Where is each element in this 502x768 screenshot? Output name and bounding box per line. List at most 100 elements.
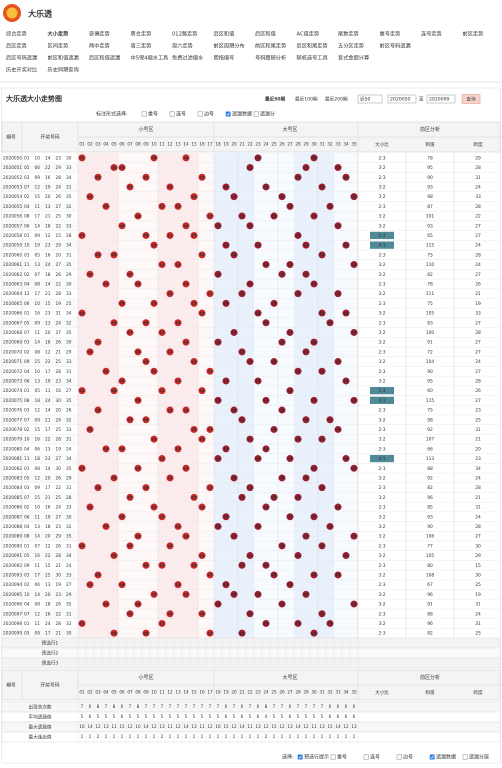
option-label: 遗漏数据: [232, 111, 252, 118]
hit-ball: [294, 435, 302, 443]
draw-number: 18: [35, 398, 41, 404]
checkbox[interactable]: [297, 754, 303, 760]
draw-number: 21: [56, 631, 62, 637]
stats-value: 14: [87, 724, 93, 729]
from-input[interactable]: [387, 94, 417, 104]
hit-ball: [270, 425, 278, 433]
hit-number: 05: [111, 252, 117, 257]
hit-number: 27: [287, 388, 293, 393]
nav-link[interactable]: 前区和尾走势: [255, 42, 286, 50]
draw-number: 09: [24, 359, 30, 365]
draw-number: 29: [66, 349, 72, 355]
stats-value: 12: [231, 724, 237, 729]
nav-link[interactable]: 大小走势: [48, 30, 70, 38]
checkbox[interactable]: [197, 111, 203, 117]
checkbox[interactable]: [225, 111, 231, 117]
nav-link[interactable]: 随机选号工具: [297, 54, 328, 62]
nav-link[interactable]: 两中走势: [89, 42, 110, 50]
issue: 2020054: [3, 194, 22, 200]
nav-link[interactable]: 奇偶走势: [89, 30, 110, 38]
draw-number: 16: [35, 437, 41, 443]
stats-value: 8: [265, 704, 268, 709]
hit-number: 29: [303, 475, 309, 480]
checkbox[interactable]: [396, 754, 402, 760]
hit-number: 04: [103, 368, 109, 373]
nav-link[interactable]: 历史同期查询: [48, 66, 79, 74]
to-input[interactable]: [426, 94, 456, 104]
checkbox[interactable]: [363, 754, 369, 760]
nav-link[interactable]: 综合走势: [6, 30, 27, 38]
nav-link[interactable]: 012路走势: [172, 30, 197, 38]
nav-link[interactable]: 后区号码遗漏: [6, 54, 37, 62]
nav-link[interactable]: 后区和值: [214, 30, 235, 38]
nav-link[interactable]: 前区周期分布: [214, 42, 245, 50]
period-link[interactable]: 最近50期: [265, 96, 286, 103]
nav-link[interactable]: 区间走势: [48, 42, 69, 50]
checkbox[interactable]: [253, 111, 259, 117]
stats-value: 1: [249, 734, 252, 739]
hit-ball: [310, 396, 318, 404]
stats-value: 6: [329, 704, 332, 709]
hit-number: 18: [215, 271, 221, 276]
period-link[interactable]: 最近100期: [295, 96, 318, 103]
stats-value: 5: [201, 714, 204, 719]
hit-ball: [102, 280, 110, 288]
hit-number: 34: [343, 174, 349, 179]
nav-link[interactable]: 前区号码遗漏: [380, 42, 411, 50]
hit-number: 21: [239, 630, 245, 635]
nav-link[interactable]: 历史开奖对比: [6, 66, 37, 74]
checkbox[interactable]: [169, 111, 175, 117]
number-header: 12: [167, 690, 173, 695]
nav-link[interactable]: 周三走势: [131, 42, 152, 50]
draw-number: 26: [66, 408, 72, 414]
draw-number: 18: [45, 602, 51, 608]
checkbox[interactable]: [330, 754, 336, 760]
hit-number: 33: [335, 165, 341, 170]
draw-number: 20: [56, 252, 62, 258]
nav-link[interactable]: 周六走势: [172, 42, 193, 50]
nav-link[interactable]: 尾数走势: [338, 30, 359, 38]
span: 19: [475, 592, 481, 598]
nav-link[interactable]: 后区走势: [6, 42, 27, 50]
issue: 2020075: [3, 398, 22, 404]
nav-link[interactable]: 后区和尾走势: [297, 42, 328, 50]
issue: 2020091: [3, 553, 22, 559]
nav-link[interactable]: 复式金额计算: [338, 54, 369, 62]
analysis-col-header: 和值: [425, 141, 435, 148]
hit-ball: [126, 493, 134, 501]
checkbox[interactable]: [141, 111, 147, 117]
checkbox[interactable]: [462, 754, 468, 760]
nav-link[interactable]: 五分区走势: [338, 42, 364, 50]
nav-link[interactable]: 前区和值遗漏: [48, 54, 79, 62]
nav-link[interactable]: AC值走势: [297, 30, 320, 38]
nav-link[interactable]: 前区走势: [463, 30, 484, 38]
checkbox[interactable]: [429, 754, 435, 760]
draw-number: 27: [56, 262, 62, 268]
nav-link[interactable]: 连号走势: [421, 30, 442, 38]
number-header: 04: [103, 142, 109, 147]
hit-number: 12: [167, 543, 173, 548]
span: 30: [475, 543, 481, 549]
nav-link[interactable]: 后区和值遗漏: [89, 54, 120, 62]
hit-number: 02: [87, 504, 93, 509]
nav-link[interactable]: 中5保4缩水工具: [131, 54, 169, 62]
nav-link[interactable]: 号码跟随分析: [255, 54, 286, 62]
nav-link[interactable]: 质合走势: [131, 30, 152, 38]
stats-label: 最大遗漏值: [29, 724, 52, 731]
number-header: 19: [223, 690, 229, 695]
period-select[interactable]: [357, 94, 383, 104]
hit-number: 25: [271, 572, 277, 577]
nav-link[interactable]: 后区和值: [255, 30, 276, 38]
period-link[interactable]: 最近200期: [325, 96, 348, 103]
nav-link[interactable]: 重号走势: [380, 30, 401, 38]
hit-ball: [142, 629, 150, 637]
hit-number: 20: [231, 533, 237, 538]
query-button[interactable]: [461, 94, 481, 104]
hit-number: 30: [311, 465, 317, 470]
nav-link[interactable]: 免费过滤缩水: [172, 54, 204, 62]
nav-link[interactable]: 胆拖缩号: [214, 54, 235, 62]
draw-number: 05: [24, 631, 30, 637]
option-label: 重号: [148, 111, 158, 118]
span: 27: [475, 534, 481, 540]
issue: 2020071: [3, 359, 22, 365]
